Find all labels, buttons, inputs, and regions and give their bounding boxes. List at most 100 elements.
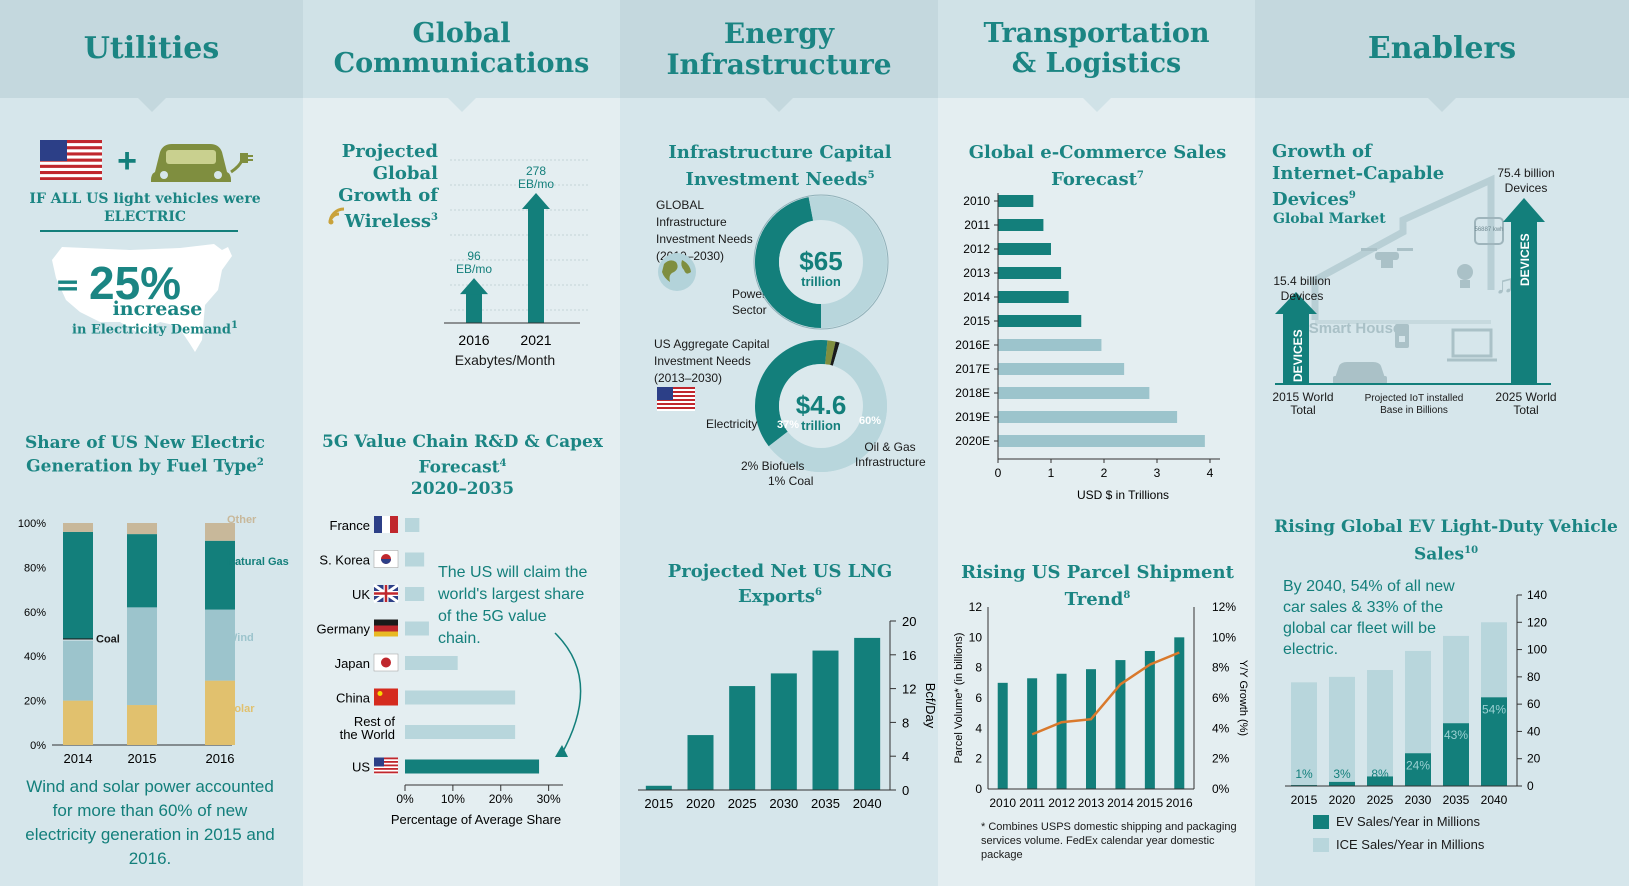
- header-transport: Transportation & Logistics: [938, 0, 1255, 112]
- series-label-coal: Coal: [96, 633, 120, 645]
- x-tick-label: 2040: [1481, 793, 1508, 807]
- ecom-title-text: Global e-Commerce Sales Forecast: [968, 142, 1227, 190]
- us-flag-icon: [374, 761, 398, 763]
- y-tick-label: 40%: [24, 651, 46, 663]
- y-tick-label: 0%: [30, 740, 46, 752]
- x-tick-label: 2016: [206, 751, 235, 766]
- y-axis-label: Parcel Volume* (in billions): [953, 633, 965, 764]
- y-tick-label: 2015: [963, 314, 990, 328]
- devices-2025-arrow: [1503, 198, 1545, 222]
- ev-bar: [1329, 781, 1355, 786]
- y-tick-label: 2014: [963, 290, 990, 304]
- val-2025-unit: Devices: [1504, 181, 1548, 195]
- y-tick-label: 60: [1527, 697, 1541, 711]
- iot-title: Growth of Internet-Capable Devices9: [1272, 141, 1462, 211]
- ev-sales-chart: 1%20153%20208%202524%203043%203554%20400…: [1285, 588, 1547, 807]
- us-flag-icon: [40, 140, 102, 180]
- bar-segment-wind: [127, 607, 157, 706]
- ecom-ref: 7: [1136, 170, 1144, 181]
- ev-illustration: +: [40, 140, 253, 352]
- y-tick-label: 8: [975, 661, 982, 675]
- x-tick-label: 2013: [1078, 796, 1105, 810]
- y-tick-label: 2012: [963, 242, 990, 256]
- y-tick-label: 0: [902, 783, 909, 798]
- bar-segment-natural-gas: [127, 534, 157, 608]
- parcel-bar: [997, 682, 1008, 789]
- legend-ice-label: ICE Sales/Year in Millions: [1336, 837, 1485, 852]
- donut-unit: trillion: [801, 418, 841, 433]
- us-flag-icon: [374, 764, 398, 767]
- fiveg-bar: [405, 552, 425, 567]
- legend-ev-swatch: [1313, 815, 1329, 829]
- val-2015-unit: Devices: [1280, 289, 1324, 303]
- x-tick-label: 30%: [537, 792, 561, 806]
- us-flag-icon: [374, 768, 398, 770]
- x-tick-label: 0: [995, 466, 1002, 480]
- series-label: Solar: [227, 703, 255, 715]
- donut-percent-electricity: 37%: [777, 419, 799, 431]
- uk-flag-icon: [374, 585, 398, 602]
- y-tick-label: 2020E: [955, 434, 990, 448]
- ev-percent-label: 8%: [1371, 767, 1389, 781]
- y-tick-label: 20: [1527, 752, 1541, 766]
- series-label: Other: [227, 514, 257, 526]
- series-label: Wind: [227, 632, 254, 644]
- donut-hole: [779, 364, 863, 448]
- bar-segment-other: [205, 523, 235, 541]
- devices-2015-arrow: [1275, 292, 1317, 314]
- us-map-icon: [52, 244, 232, 352]
- ev-percent-label: 24%: [1406, 758, 1430, 772]
- val-2015: 15.4 billion Devices: [1252, 274, 1352, 304]
- y-tick-label: 4: [902, 749, 909, 764]
- series-label: Natural Gas: [227, 556, 289, 568]
- parcel-bar: [1086, 669, 1096, 789]
- x-tick-label: 2035: [1443, 793, 1470, 807]
- ev-bar: [1405, 753, 1431, 786]
- wireless-arrow-head: [460, 278, 488, 295]
- bar-segment-wind: [205, 609, 235, 681]
- lng-bar: [812, 650, 839, 790]
- ev-title: Rising Global EV Light-Duty Vehicle Sale…: [1265, 516, 1627, 567]
- parcel-bar: [1144, 650, 1155, 789]
- y-tick-label: 0: [975, 782, 982, 796]
- us-flag-icon: [374, 757, 384, 767]
- lng-bar: [645, 785, 672, 790]
- france-flag-icon: [390, 516, 398, 533]
- x-tick-label: 2016: [458, 332, 489, 348]
- ev-ref: 10: [1464, 545, 1479, 556]
- x-axis-label: Percentage of Average Share: [391, 812, 561, 827]
- x-tick-label: 2015: [1291, 793, 1318, 807]
- x-tick-label: 2030: [769, 796, 798, 811]
- parcel-title-text: Rising US Parcel Shipment Trend: [961, 562, 1234, 610]
- y2-tick-label: 8%: [1212, 661, 1230, 675]
- y-tick-label: 4: [975, 721, 982, 735]
- x-tick-label: 10%: [441, 792, 465, 806]
- y-tick-label: 2013: [963, 266, 990, 280]
- fuel-share-chart: 0% 20% 40% 60% 80% 100% 2014 2015 2016 Other Natur…: [18, 514, 289, 766]
- invest-title: Infrastructure Capital Investment Needs5: [640, 141, 920, 191]
- y2-tick-label: 0%: [1212, 782, 1230, 796]
- header-arrow: [765, 98, 793, 112]
- val-2025-number: 75.4 billion: [1497, 166, 1555, 180]
- x-tick-label: 3: [1154, 466, 1161, 480]
- ecom-bar: [998, 339, 1102, 351]
- ecom-bar: [998, 315, 1082, 327]
- korea-flag-icon: [381, 559, 391, 564]
- x-tick-label: 2015: [128, 751, 157, 766]
- ev-percent-label: 3%: [1333, 767, 1351, 781]
- x-tick-label: 2014: [64, 751, 93, 766]
- demand-ref: 1: [230, 320, 238, 331]
- ev-caption: IF ALL US light vehicles were ELECTRIC: [29, 191, 261, 225]
- donut-segment: [808, 196, 887, 328]
- y-tick-label: France: [330, 518, 370, 533]
- y-tick-label: Japan: [335, 656, 370, 671]
- us-bio-label: 2% Biofuels: [741, 459, 805, 473]
- bar-segment-wind: [63, 640, 93, 701]
- ice-bar: [1291, 682, 1317, 786]
- bar-segment-solar: [127, 705, 157, 745]
- y-tick-label: 140: [1527, 588, 1547, 602]
- fiveg-bar: [405, 759, 540, 774]
- meter-text: 56887 kwh: [1474, 227, 1503, 233]
